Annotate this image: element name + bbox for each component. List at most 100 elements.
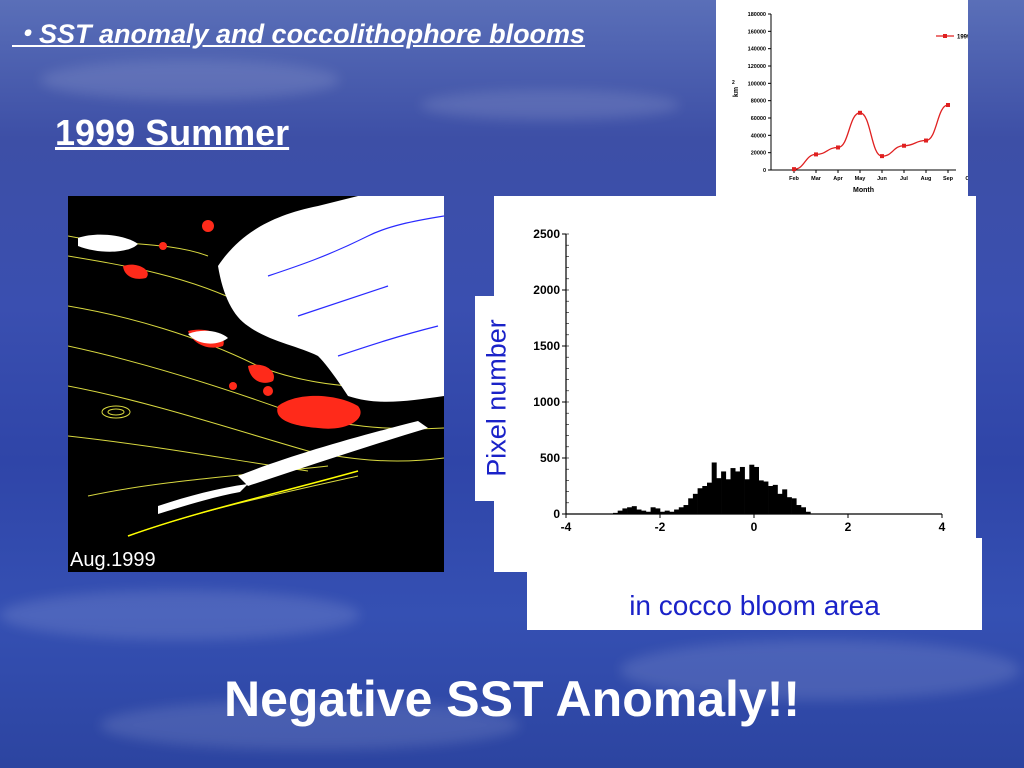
- histogram-bar: [613, 512, 618, 514]
- histogram-bar: [636, 509, 642, 514]
- x-tick-label: May: [855, 176, 867, 182]
- data-point: [902, 143, 906, 148]
- histogram-bar: [711, 462, 717, 514]
- histogram-bar: [650, 507, 656, 514]
- histogram-bar: [655, 508, 661, 514]
- data-point: [792, 167, 796, 172]
- histogram-bar: [627, 507, 633, 514]
- y-tick-label: 160000: [748, 29, 766, 35]
- histogram-bar: [805, 511, 811, 514]
- y-tick-label: 500: [540, 451, 560, 465]
- histogram-bar: [707, 482, 712, 514]
- slide-title: ・SST anomaly and coccolithophore blooms: [12, 19, 586, 49]
- cloud-wisp: [420, 90, 680, 120]
- histogram-bar: [801, 507, 806, 514]
- y-axis-label-superscript: 2: [732, 80, 735, 86]
- histogram-bar: [754, 466, 759, 514]
- map-caption: Aug.1999: [70, 549, 156, 571]
- cloud-wisp: [100, 700, 520, 750]
- y-tick-label: 100000: [748, 81, 766, 87]
- bloom-patches: [123, 220, 361, 429]
- x-tick-label: Jul: [900, 176, 908, 182]
- x-tick-label: Feb: [789, 176, 799, 182]
- x-tick-label: 2: [845, 520, 852, 534]
- x-tick-label: Apr: [833, 176, 843, 182]
- x-tick-label: Aug: [921, 176, 932, 182]
- y-tick-label: 180000: [748, 12, 766, 18]
- histogram-bar: [749, 464, 755, 514]
- y-axis-label: km: [733, 87, 740, 97]
- y-tick-label: 2000: [533, 283, 560, 297]
- histogram-bar: [697, 488, 703, 514]
- y-tick-label: 0: [763, 168, 766, 174]
- legend-marker: [943, 34, 947, 38]
- data-point: [946, 103, 950, 107]
- histogram-bar: [664, 510, 670, 514]
- histogram-bar: [641, 510, 647, 514]
- cloud-wisp: [620, 640, 1020, 700]
- histogram-svg: 0 500 1000 1500 2000 2500 -4 -2 0 2 4: [533, 227, 946, 534]
- y-tick-label: 1500: [533, 339, 560, 353]
- data-point: [924, 138, 928, 143]
- histogram-bar: [730, 468, 736, 514]
- histogram-bar: [702, 486, 708, 514]
- satellite-map: [68, 196, 444, 572]
- land-masses: [78, 196, 444, 514]
- y-tick-label: 20000: [751, 151, 766, 157]
- histogram-bar: [739, 466, 745, 514]
- y-tick-label: 0: [553, 507, 560, 521]
- histogram-ylabel: Pixel number: [481, 319, 512, 477]
- histogram-ylabel-box: [475, 296, 520, 501]
- inset-chart-svg: 0 20000 40000 60000 80000 100000 120000 140000 1…: [732, 12, 975, 194]
- y-tick-label: 1000: [533, 395, 560, 409]
- inset-chart: 0 20000 40000 60000 80000 100000 120000 140000 1…: [716, 0, 975, 196]
- histogram-bar: [735, 471, 741, 514]
- x-tick-label: Sep: [943, 176, 954, 182]
- histogram-bar: [692, 493, 698, 514]
- slide-subtitle: 1999 Summer: [55, 112, 290, 153]
- histogram-bar: [777, 493, 783, 514]
- histogram-bar: [721, 471, 727, 514]
- data-point: [880, 154, 884, 159]
- histogram-bar: [744, 479, 750, 514]
- rivers: [267, 215, 444, 357]
- y-tick-label: 80000: [751, 99, 766, 105]
- y-tick-label: 120000: [748, 64, 766, 70]
- x-axis-label: Month: [853, 187, 874, 194]
- series-line-1999: [793, 104, 949, 170]
- data-point: [836, 145, 840, 150]
- x-tick-label: Oct: [965, 176, 968, 182]
- histogram-bar: [645, 511, 651, 514]
- cloud-wisp: [0, 590, 360, 640]
- histogram-bar: [674, 509, 680, 514]
- histogram-bar: [617, 510, 623, 514]
- y-tick-label: 140000: [748, 47, 766, 53]
- data-point: [814, 152, 818, 157]
- conclusion-text: Negative SST Anomaly!!: [223, 671, 801, 727]
- histogram-panel: 0 500 1000 1500 2000 2500 -4 -2 0 2 4: [494, 196, 976, 572]
- cloud-wisp: [40, 60, 340, 100]
- y-tick-label: 40000: [751, 133, 766, 139]
- histogram-bar: [678, 507, 684, 514]
- x-tick-label: -4: [561, 520, 572, 534]
- x-tick-label: Jun: [877, 176, 887, 182]
- x-tick-label: 0: [751, 520, 758, 534]
- histogram-bar: [622, 508, 628, 514]
- histogram-bar: [660, 511, 665, 514]
- histogram-bar: [786, 497, 792, 514]
- x-tick-label: -2: [655, 520, 666, 534]
- histogram-bar: [669, 511, 675, 514]
- histogram-bar: [758, 480, 764, 514]
- x-tick-label: Mar: [811, 176, 822, 182]
- histogram-bar: [768, 486, 774, 514]
- x-tick-label: 4: [939, 520, 946, 534]
- histogram-bar: [796, 505, 802, 514]
- data-point: [858, 110, 862, 115]
- histogram-bar: [683, 505, 689, 514]
- coast-glow: [127, 470, 359, 537]
- histogram-bar: [631, 506, 637, 514]
- histogram-caption: in cocco bloom area: [629, 590, 880, 621]
- histogram-caption-box: [527, 538, 982, 630]
- histogram-bar: [716, 478, 722, 514]
- histogram-bar: [763, 481, 769, 514]
